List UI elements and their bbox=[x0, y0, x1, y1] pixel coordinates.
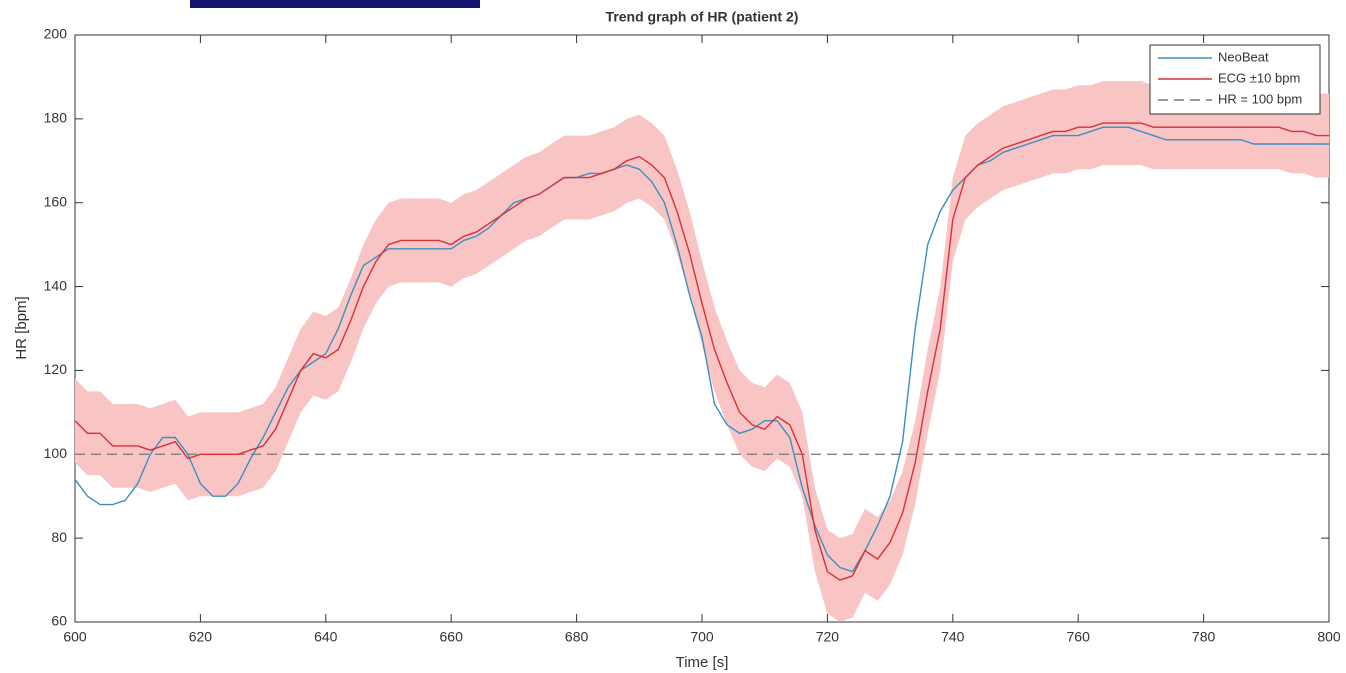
x-tick-label: 780 bbox=[1192, 629, 1216, 645]
x-tick-label: 660 bbox=[440, 629, 464, 645]
y-tick-label: 140 bbox=[44, 277, 68, 293]
chart-title: Trend graph of HR (patient 2) bbox=[606, 9, 799, 25]
y-tick-label: 100 bbox=[44, 445, 68, 461]
legend-label: ECG ±10 bpm bbox=[1218, 70, 1300, 85]
x-tick-label: 740 bbox=[941, 629, 965, 645]
y-tick-label: 120 bbox=[44, 361, 68, 377]
x-tick-label: 760 bbox=[1067, 629, 1091, 645]
x-axis-label: Time [s] bbox=[676, 654, 729, 671]
y-tick-label: 160 bbox=[44, 193, 68, 209]
x-tick-label: 640 bbox=[314, 629, 338, 645]
legend-label: NeoBeat bbox=[1218, 49, 1269, 64]
x-tick-label: 700 bbox=[690, 629, 714, 645]
y-tick-label: 200 bbox=[44, 26, 68, 42]
series-line bbox=[74, 126, 1329, 573]
series-line bbox=[74, 122, 1329, 581]
x-tick-label: 800 bbox=[1317, 629, 1341, 645]
error-band bbox=[75, 81, 1329, 623]
x-tick-label: 720 bbox=[816, 629, 840, 645]
y-tick-label: 60 bbox=[51, 613, 67, 629]
y-tick-label: 80 bbox=[51, 529, 67, 545]
x-tick-label: 680 bbox=[565, 629, 589, 645]
top-bar bbox=[190, 0, 480, 8]
y-tick-label: 180 bbox=[44, 110, 68, 126]
y-axis-label: HR [bpm] bbox=[13, 296, 30, 359]
legend-label: HR = 100 bpm bbox=[1218, 91, 1302, 106]
x-tick-label: 620 bbox=[189, 629, 213, 645]
x-tick-label: 600 bbox=[63, 629, 87, 645]
